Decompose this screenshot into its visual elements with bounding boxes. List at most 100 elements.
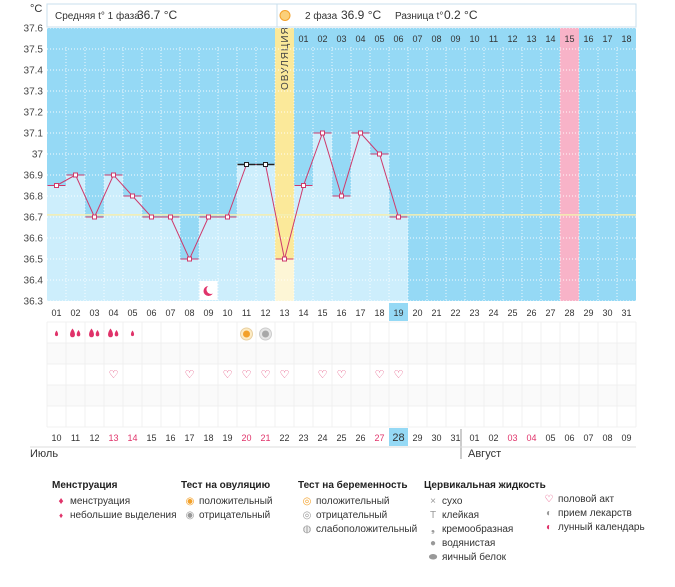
creamy-icon: ❟ xyxy=(431,524,435,535)
plot-area: ОВУЛЯЦИЯ 01 02 03 04 05 06 07 08 09 10 11 12 13 14 15 16… xyxy=(47,26,636,302)
post-ovulation-day-label: 06 xyxy=(393,34,403,44)
calendar-date-label: 07 xyxy=(583,433,593,443)
legend-title: Тест на овуляцию xyxy=(181,480,271,491)
calendar-date-label: 25 xyxy=(336,433,346,443)
phase2-label: 2 фаза xyxy=(305,10,338,22)
ovulation-sun-icon xyxy=(279,10,291,21)
phase1-label: Средняя t° 1 фаза xyxy=(55,10,140,22)
calendar-date-label: 21 xyxy=(260,433,270,443)
cycle-day-label: 22 xyxy=(450,308,460,318)
unit-label: °C xyxy=(30,3,42,15)
cycle-day-label: 14 xyxy=(298,308,308,318)
cycle-day-label: 10 xyxy=(222,308,232,318)
menstruation-drop-icon xyxy=(54,330,59,337)
post-ovulation-day-label: 11 xyxy=(489,34,498,44)
marker-row xyxy=(47,343,636,364)
calendar-date-label: 22 xyxy=(279,433,289,443)
temperature-point xyxy=(54,183,59,188)
calendar-date-label: 17 xyxy=(184,433,194,443)
calendar-date-label: 30 xyxy=(431,433,441,443)
calendar-date-label: 14 xyxy=(127,433,137,443)
temperature-point xyxy=(282,256,287,262)
temperature-point xyxy=(244,162,249,167)
pregnancy-negative-icon: ◎ xyxy=(302,510,312,521)
cycle-day-label: 16 xyxy=(336,308,346,318)
ovulation-positive-icon: ◉ xyxy=(185,496,195,507)
post-ovulation-day-label: 08 xyxy=(431,34,441,44)
calendar-date-label: 29 xyxy=(412,433,422,443)
temperature-bar xyxy=(332,196,351,301)
temperature-point xyxy=(187,256,192,262)
cycle-day-label: 15 xyxy=(317,308,327,318)
heart-icon: ♡ xyxy=(185,369,195,381)
calendar-date-label: 15 xyxy=(146,433,156,443)
temperature-point xyxy=(320,130,325,136)
legend-label: клейкая xyxy=(442,510,480,521)
post-ovulation-day-label: 01 xyxy=(298,34,308,44)
legend-pregnancy-test: Тест на беременность ◎ положительный ◎ отр… xyxy=(298,480,417,537)
legend-item: ♦ менструация xyxy=(52,495,177,509)
post-ovulation-day-label: 10 xyxy=(469,34,479,44)
marker-row xyxy=(47,406,636,427)
cycle-day-label: 09 xyxy=(203,308,213,318)
phase2-value: 36.9 °C xyxy=(341,8,381,22)
cycle-day-label: 04 xyxy=(108,308,118,318)
calendar-date-label: 08 xyxy=(602,433,612,443)
post-ovulation-day-label: 12 xyxy=(507,34,517,44)
month-label-1: Июль xyxy=(30,448,58,460)
temperature-bar xyxy=(294,185,313,301)
legend-item: ◐ лунный календарь xyxy=(540,521,645,535)
y-tick-label: 37.2 xyxy=(24,108,44,119)
temperature-point xyxy=(225,214,230,220)
heart-icon: ♡ xyxy=(544,494,554,505)
phase1-value: 36.7 °C xyxy=(137,8,177,22)
cycle-day-label: 01 xyxy=(51,308,61,318)
legend-label: менструация xyxy=(70,496,131,507)
post-ovulation-day-label: 15 xyxy=(564,34,574,44)
current-date-highlight xyxy=(389,428,408,446)
cycle-day-label: 19 xyxy=(393,308,403,318)
ovulation-label: ОВУЛЯЦИЯ xyxy=(280,26,291,90)
heart-icon: ♡ xyxy=(394,369,404,381)
cycle-day-label: 11 xyxy=(242,308,251,318)
heart-icon: ♡ xyxy=(261,369,271,381)
legend-label: небольшие выделения xyxy=(70,510,177,521)
legend-item: ● водянистая xyxy=(424,537,546,551)
legend-label: сухо xyxy=(442,496,463,507)
temperature-bar xyxy=(123,196,142,301)
cycle-day-label: 03 xyxy=(89,308,99,318)
calendar-date-label: 01 xyxy=(469,433,479,443)
temperature-bar xyxy=(180,259,199,301)
legend-item: ◎ отрицательный xyxy=(298,509,417,523)
post-ovulation-day-label: 17 xyxy=(602,34,612,44)
legend-label: водянистая xyxy=(442,538,496,549)
cycle-day-label: 12 xyxy=(260,308,270,318)
heart-icon: ♡ xyxy=(375,369,385,381)
menstruation-drop-icon xyxy=(130,330,135,337)
y-tick-label: 36.6 xyxy=(24,234,44,245)
drop-large-icon: ♦ xyxy=(58,496,64,507)
post-ovulation-day-label: 18 xyxy=(621,34,631,44)
y-tick-label: 37.3 xyxy=(24,87,44,98)
calendar-date-label: 23 xyxy=(298,433,308,443)
calendar-date-label: 19 xyxy=(222,433,232,443)
temperature-point xyxy=(396,214,401,220)
legend-item: ◎ положительный xyxy=(298,495,417,509)
cycle-day-label: 27 xyxy=(545,308,555,318)
pregnancy-positive-icon: ◎ xyxy=(302,496,312,507)
calendar-date-label: 12 xyxy=(89,433,99,443)
post-ovulation-day-label: 16 xyxy=(583,34,593,44)
cycle-day-label: 17 xyxy=(355,308,365,318)
heart-icon: ♡ xyxy=(109,369,119,381)
legend-item: ◉ положительный xyxy=(181,495,273,509)
temperature-point xyxy=(168,214,173,220)
menstruation-drop-icon xyxy=(70,328,75,338)
legend-menstruation: Менструация ♦ менструация ♦ небольшие выде… xyxy=(52,480,177,523)
y-tick-label: 36.3 xyxy=(24,297,44,308)
calendar-date-label: 02 xyxy=(488,433,498,443)
header-box xyxy=(46,3,637,28)
legend-title: Тест на беременность xyxy=(298,480,408,491)
cycle-day-label: 31 xyxy=(621,308,631,318)
expected-period-column xyxy=(560,28,579,301)
menstruation-drop-icon xyxy=(76,330,81,337)
